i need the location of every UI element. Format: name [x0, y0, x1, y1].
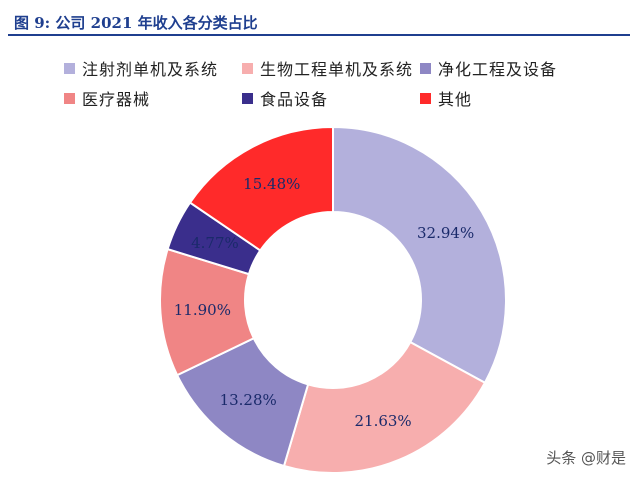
legend-label: 注射剂单机及系统 [82, 60, 219, 79]
slice-value-label: 21.63% [354, 412, 411, 430]
legend-label: 食品设备 [260, 90, 329, 109]
legend-swatch [242, 92, 253, 104]
donut-slices [159, 125, 507, 474]
title-bar: 图 9: 公司 2021 年收入各分类占比 [8, 6, 630, 36]
legend-swatch [420, 62, 431, 74]
slice-labels: 32.94% 21.63% 13.28% 11.90% 4.77% 15.48% [174, 175, 474, 430]
chart-title: 图 9: 公司 2021 年收入各分类占比 [14, 14, 258, 32]
legend-swatch [242, 62, 253, 74]
slice-value-label: 15.48% [243, 175, 300, 193]
legend-item-injection: 注射剂单机及系统 [64, 57, 218, 79]
slice-value-label: 13.28% [220, 391, 277, 409]
legend-label: 净化工程及设备 [438, 60, 558, 79]
legend-item-purification: 净化工程及设备 [420, 57, 557, 79]
donut-slice [332, 125, 507, 385]
donut-slice [188, 125, 334, 252]
legend-item-other: 其他 [420, 87, 472, 109]
legend-label: 医疗器械 [82, 90, 151, 109]
watermark: 头条 @财是 [546, 449, 626, 467]
slice-value-label: 4.77% [191, 234, 239, 252]
legend-swatch [64, 92, 75, 104]
slice-value-label: 32.94% [417, 224, 474, 242]
legend-item-medical-devices: 医疗器械 [64, 87, 150, 109]
legend-item-food-equipment: 食品设备 [242, 87, 328, 109]
slice-value-label: 11.90% [174, 301, 231, 319]
legend-swatch [64, 62, 75, 74]
legend-label: 其他 [438, 90, 473, 109]
chart-legend: 注射剂单机及系统 生物工程单机及系统 净化工程及设备 医疗器械 食品设备 其他 [0, 0, 640, 120]
donut-slice [282, 340, 487, 474]
legend-item-bioengineering: 生物工程单机及系统 [242, 57, 413, 79]
legend-label: 生物工程单机及系统 [260, 60, 414, 79]
legend-swatch [420, 92, 431, 104]
